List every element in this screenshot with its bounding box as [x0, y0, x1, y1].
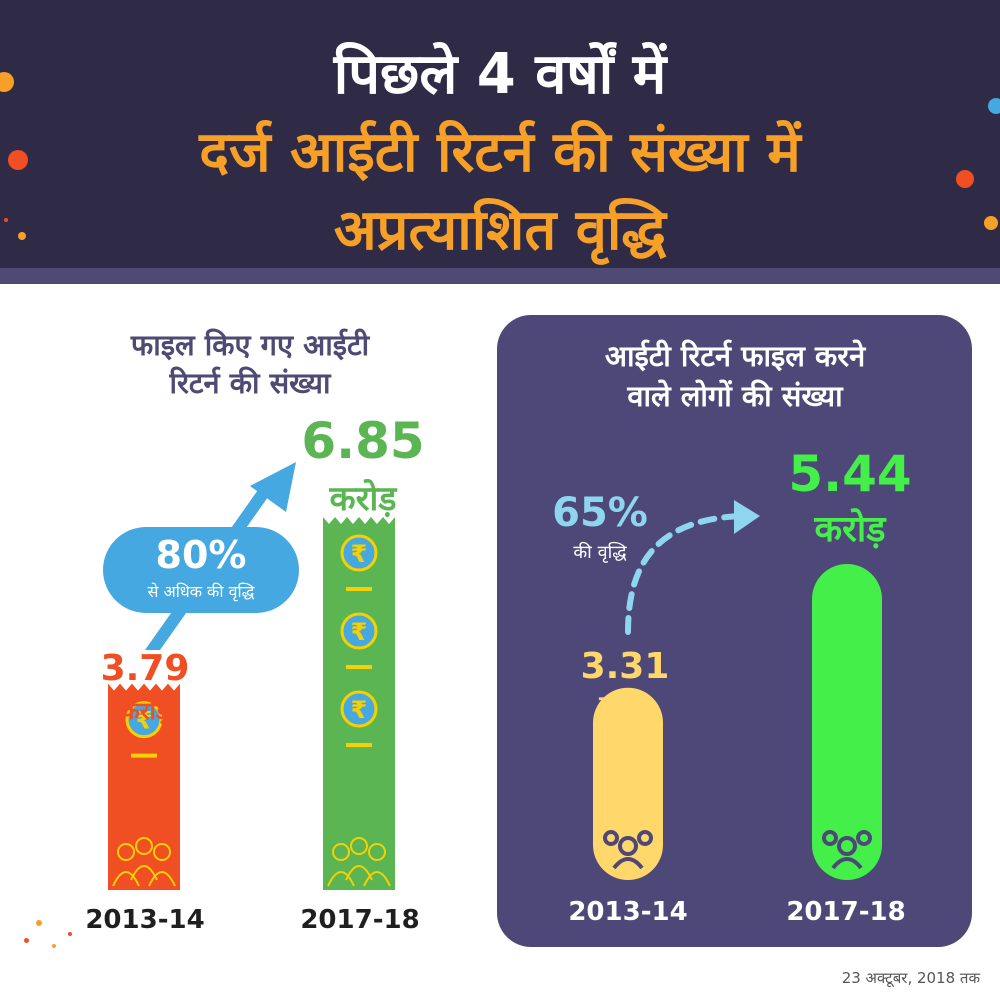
rupee-icon: ₹: [340, 612, 378, 650]
bar-unit-label: करोड़: [121, 697, 169, 725]
decor-dot: [36, 920, 42, 926]
title-line-1: पिछले 4 वर्षों में: [333, 42, 667, 107]
rupee-icon: ₹: [340, 690, 378, 728]
title-line-2: दर्ज आईटी रिटर्न की संख्या में: [199, 120, 801, 185]
year-label: 2017-18: [786, 897, 906, 927]
dashed-growth-arrow: [625, 513, 743, 635]
decor-dot: [4, 218, 8, 222]
decor-dot: [984, 216, 998, 230]
decor-dot: [68, 932, 72, 936]
title-line-3: अप्रत्याशित वृद्धि: [333, 198, 667, 263]
svg-text:₹: ₹: [351, 696, 368, 724]
right-chart-title-line-2: वाले लोगों की संख्या: [627, 379, 843, 413]
svg-text:₹: ₹: [351, 540, 368, 568]
right-chart-title-line-1: आईटी रिटर्न फाइल करने: [604, 339, 866, 373]
rupee-icon: ₹: [125, 701, 163, 739]
rupee-icon: ₹: [340, 534, 378, 572]
growth-text-right: की वृद्धि: [573, 542, 627, 563]
year-label: 2013-14: [85, 905, 205, 935]
people-icon: [603, 830, 653, 870]
svg-text:₹: ₹: [136, 707, 153, 735]
decor-dot: [24, 938, 29, 943]
bar-value-label: 3.79: [100, 648, 190, 689]
bar-value-label: 5.44: [788, 445, 912, 503]
header-banner: [0, 0, 1000, 268]
decor-dot: [956, 170, 974, 188]
decor-dot: [18, 232, 26, 240]
growth-bubble: [103, 527, 299, 613]
header-divider: [0, 268, 1000, 284]
year-label: 2013-14: [568, 897, 688, 927]
people-icon: [112, 837, 176, 887]
right-panel: [497, 315, 972, 947]
decor-dot: [0, 72, 14, 92]
year-label: 2017-18: [300, 905, 420, 935]
decor-dot: [52, 944, 56, 948]
growth-percent: 80%: [155, 533, 247, 577]
arrow-head-icon: [734, 500, 760, 534]
decor-dot: [988, 98, 1000, 114]
bar-value-label: 6.85: [301, 412, 425, 470]
left-chart-title-line-1: फाइल किए गए आईटी: [130, 328, 370, 362]
svg-text:₹: ₹: [351, 618, 368, 646]
bar-unit-label: करोड़: [329, 479, 397, 519]
decor-dot: [8, 150, 28, 170]
growth-percent-right: 65%: [552, 490, 648, 536]
footnote: 23 अक्टूबर, 2018 तक: [841, 969, 980, 987]
growth-text: से अधिक की वृद्धि: [147, 582, 255, 601]
bar-value-label: 3.31: [580, 646, 670, 687]
bar-2017-18: [812, 564, 882, 880]
left-chart-title-line-2: रिटर्न की संख्या: [169, 366, 331, 400]
bar-unit-label: करोड़: [814, 509, 886, 550]
people-icon: [822, 830, 872, 870]
bar-unit-label: करोड़: [599, 691, 651, 721]
people-icon: [327, 837, 391, 887]
bar-2013-14: [108, 683, 180, 890]
